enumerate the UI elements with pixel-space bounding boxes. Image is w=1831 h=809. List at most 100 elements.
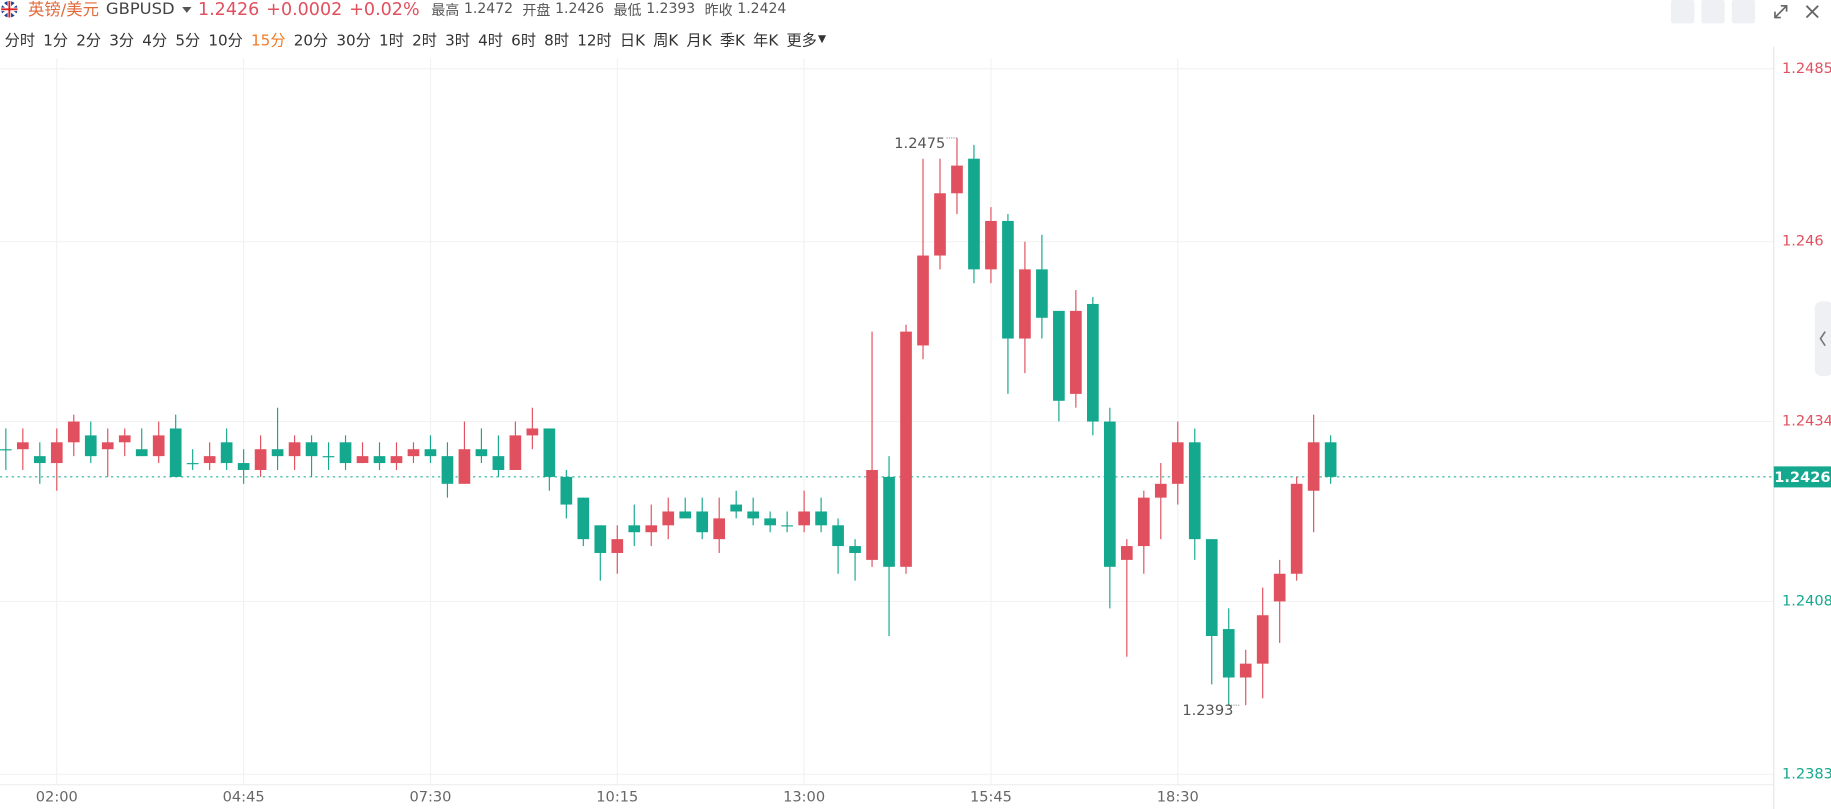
interval-tab[interactable]: 季K [719, 32, 745, 51]
candle-body [254, 449, 267, 470]
candle-body [679, 511, 692, 519]
interval-tab[interactable]: 年K [753, 32, 779, 51]
interval-tab[interactable]: 周K [653, 32, 679, 51]
candle-body [118, 435, 131, 443]
flag-icon [1, 1, 18, 18]
chart-type-button[interactable] [1731, 0, 1756, 24]
interval-tab[interactable]: 1分 [43, 32, 69, 51]
candle-body [866, 469, 878, 560]
side-panel-toggle[interactable] [1814, 301, 1831, 377]
candle-body [1053, 310, 1065, 401]
stat-label: 最高 [431, 1, 460, 19]
candle-body [1087, 303, 1099, 422]
candle-body [271, 449, 284, 457]
interval-tab[interactable]: 4分 [142, 32, 168, 51]
candle-body [526, 428, 539, 436]
interval-tab[interactable]: 12时 [577, 32, 612, 51]
candle-body [50, 442, 63, 464]
interval-tab[interactable]: 6时 [511, 32, 537, 51]
candle-body [1205, 539, 1218, 636]
close-button[interactable] [1804, 4, 1820, 20]
interval-tab[interactable]: 2分 [76, 32, 102, 51]
candle-body [33, 456, 46, 464]
y-tick-label: 1.246 [1782, 233, 1824, 250]
candle-body [407, 449, 420, 457]
interval-tab[interactable]: 月K [686, 32, 712, 51]
candle-body [1273, 573, 1286, 602]
stat-value: 1.2426 [555, 0, 605, 16]
candle-body [815, 511, 827, 526]
stats: 最高 1.2472 开盘 1.2426 最低 1.2393 昨收 1.2424 [431, 0, 791, 19]
candle-body [390, 456, 403, 464]
candle-body [662, 511, 675, 526]
draw-button[interactable] [1701, 0, 1725, 24]
stat-value: 1.2424 [737, 0, 787, 16]
y-tick-label: 1.2408 [1782, 592, 1831, 609]
candle-body [543, 428, 556, 477]
candle-body [1137, 497, 1150, 547]
interval-tab[interactable]: 3分 [109, 32, 135, 51]
candle-body [356, 456, 369, 464]
candle-body [1290, 483, 1303, 574]
stat-label: 最低 [613, 1, 642, 19]
candle-body [373, 456, 386, 464]
candle-body [152, 435, 165, 457]
candle-body [1171, 442, 1184, 484]
x-tick-label: 15:45 [970, 789, 1012, 806]
candle-body [288, 442, 301, 457]
candle-body [883, 476, 895, 567]
candle-body [934, 193, 946, 256]
interval-tab[interactable]: 10分 [208, 32, 243, 51]
candle-body [67, 421, 80, 443]
candle-body [577, 497, 590, 540]
candle-body [1154, 483, 1167, 498]
y-tick-label: 1.2485 [1782, 60, 1831, 77]
interval-tab[interactable]: 30分 [336, 32, 371, 51]
interval-tab[interactable]: 更多 [786, 32, 817, 51]
min-label: 1.2393 [1182, 702, 1233, 719]
candle-body [0, 449, 12, 451]
candle-body [628, 525, 641, 533]
more-caret[interactable]: ▼ [818, 33, 827, 45]
expand-button[interactable] [1773, 4, 1789, 20]
max-label: 1.2475 [894, 135, 945, 152]
indicator-button[interactable] [1671, 0, 1695, 24]
stat-label: 开盘 [522, 1, 551, 19]
candle-body [424, 449, 437, 457]
interval-tab[interactable]: 8时 [544, 32, 570, 51]
candle-body [951, 165, 963, 194]
interval-tab[interactable]: 1时 [379, 32, 404, 51]
candle-body [1104, 421, 1116, 567]
interval-tab[interactable]: 4时 [478, 32, 503, 51]
candle-body [1222, 629, 1235, 678]
interval-tab[interactable]: 20分 [293, 32, 329, 51]
candle-body [475, 449, 488, 457]
candle-body [1120, 546, 1133, 560]
pair-symbol[interactable]: GBPUSD [105, 0, 175, 19]
x-tick-label: 04:45 [223, 789, 265, 806]
candle-body [696, 511, 709, 533]
candle-body [832, 525, 844, 547]
candle-body [1307, 442, 1320, 491]
dropdown-caret[interactable] [181, 5, 191, 14]
interval-tab[interactable]: 日K [619, 32, 646, 51]
interval-tab[interactable]: 分时 [4, 32, 36, 51]
interval-tab[interactable]: 15分 [251, 32, 286, 51]
interval-tabs: 分时 1分 2分 3分 4分 5分 10分 15分 20分 30分 1时 2时 3时 4时 6时 8时 12时日… [4, 28, 827, 51]
candle-body [594, 525, 607, 553]
stat-value: 1.2393 [646, 0, 696, 16]
candle-body [186, 463, 199, 465]
candle-body [798, 511, 810, 526]
pair-name[interactable]: 英镑/美元 [28, 1, 99, 20]
candle-body [1239, 663, 1252, 678]
x-tick-label: 02:00 [36, 789, 78, 806]
stat-value: 1.2472 [463, 0, 514, 16]
interval-tab[interactable]: 3时 [445, 32, 470, 51]
candle-body [492, 456, 505, 470]
candle-body [611, 539, 624, 553]
candle-body [917, 255, 929, 346]
interval-tab[interactable]: 5分 [175, 32, 201, 51]
interval-tab[interactable]: 2时 [412, 32, 437, 51]
